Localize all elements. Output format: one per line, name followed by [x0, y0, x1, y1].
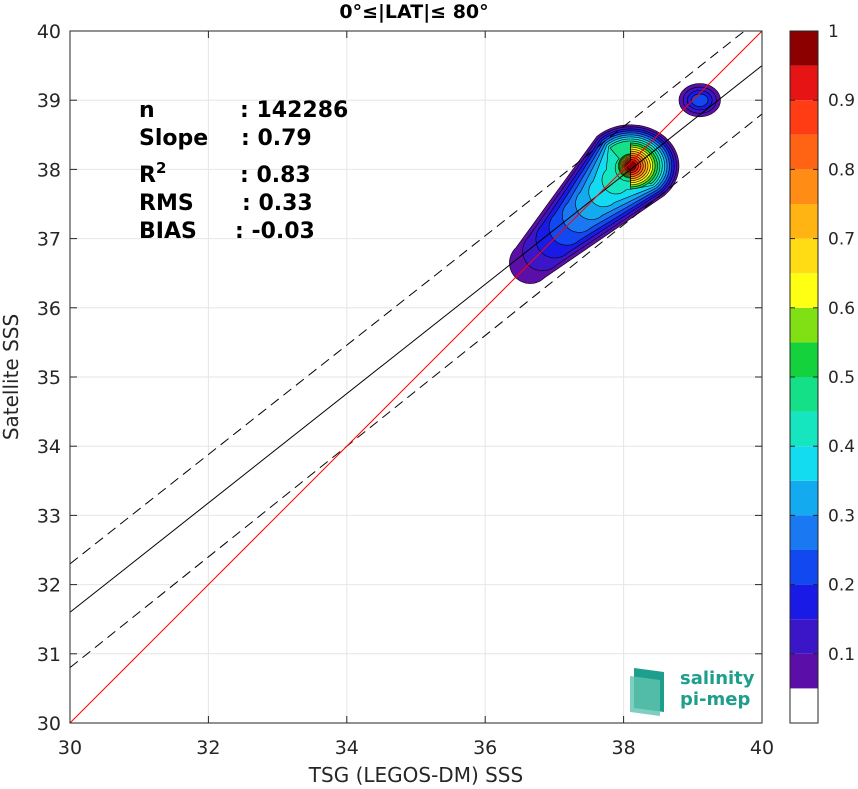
- y-tick-label: 35: [37, 367, 61, 389]
- colorbar-segment: [790, 619, 818, 654]
- y-tick-label: 33: [37, 505, 61, 527]
- colorbar-segment: [790, 688, 818, 723]
- colorbar-segment: [790, 31, 818, 66]
- stat-superscript: 2: [156, 159, 166, 177]
- colorbar-segment: [790, 273, 818, 308]
- stat-label-bias: BIAS: [139, 219, 197, 244]
- stat-value-rms: : 0.33: [242, 191, 313, 216]
- regression-lines: [70, 31, 762, 723]
- chart-title: 0°≤|LAT|≤ 80°: [339, 1, 488, 23]
- y-tick-label: 31: [37, 644, 61, 666]
- stat-label-n: n: [139, 98, 155, 123]
- x-tick-label: 34: [335, 737, 359, 759]
- colorbar-segment: [790, 342, 818, 377]
- fit-line: [70, 65, 762, 613]
- y-tick-label: 34: [37, 436, 61, 458]
- y-tick-label: 37: [37, 229, 61, 251]
- y-tick-label: 30: [37, 713, 61, 735]
- colorbar-segment: [790, 653, 818, 689]
- logo-text-line1: salinity: [680, 668, 755, 689]
- y-tick-label: 39: [37, 90, 61, 112]
- colorbar-tick-label: 1: [828, 22, 839, 42]
- y-tick-label: 36: [37, 298, 61, 320]
- fit-lower-dashed-line: [70, 113, 762, 669]
- plot-area: 30 32 34 36 38 40 30 31 32 33 34 35 36 37 38 39 40: [37, 21, 774, 759]
- colorbar-tick-label: 0.1: [828, 645, 855, 665]
- density-level-secondary: [691, 93, 709, 107]
- stat-value-bias: : -0.03: [235, 219, 315, 244]
- colorbar-segment: [790, 446, 818, 481]
- salinity-pi-mep-logo: salinity pi-mep: [630, 668, 755, 716]
- stat-value-slope: : 0.79: [241, 126, 312, 151]
- x-tick-label: 30: [58, 737, 82, 759]
- stat-label-rms: RMS: [139, 191, 194, 216]
- colorbar-tick-label: 0.9: [828, 91, 855, 111]
- colorbar-segment: [790, 134, 818, 170]
- colorbar-segment: [790, 411, 818, 447]
- logo-text-line2: pi-mep: [680, 689, 750, 710]
- identity-line: [70, 31, 762, 723]
- y-tick-label: 32: [37, 575, 61, 597]
- x-tick-label: 32: [196, 737, 220, 759]
- logo-mark-front: [630, 676, 660, 716]
- y-tick-label: 38: [37, 159, 61, 181]
- colorbar-tick-label: 0.7: [828, 230, 855, 250]
- colorbar-segment: [790, 100, 818, 135]
- y-axis-label: Satellite SSS: [0, 314, 23, 440]
- colorbar-segment: [790, 204, 818, 239]
- fit-upper-dashed-line: [70, 31, 746, 565]
- lines-clipped: [70, 31, 762, 723]
- stat-value-n: : 142286: [240, 98, 348, 123]
- colorbar-segment: [790, 584, 818, 620]
- x-axis-label: TSG (LEGOS-DM) SSS: [308, 763, 523, 787]
- x-tick-label: 36: [473, 737, 497, 759]
- x-tick-label: 40: [750, 737, 774, 759]
- colorbar-segment: [790, 307, 818, 343]
- colorbar-segment: [790, 65, 818, 101]
- colorbar-tick-label: 0.3: [828, 506, 855, 526]
- colorbar-tick-label: 0.8: [828, 160, 855, 180]
- colorbar-tick-label: 0.6: [828, 299, 855, 319]
- stat-value-r: : 0.83: [240, 163, 311, 188]
- x-tick-label: 38: [612, 737, 636, 759]
- y-tick-label: 40: [37, 21, 61, 43]
- stat-label-slope: Slope: [139, 126, 208, 151]
- grid: [69, 30, 763, 724]
- colorbar-tick-label: 0.2: [828, 576, 855, 596]
- colorbar-segment: [790, 377, 818, 412]
- colorbar-segment: [790, 515, 818, 550]
- colorbar-tick-label: 0.4: [828, 437, 855, 457]
- colorbar-tick-label: 0.5: [828, 368, 855, 388]
- colorbar-segment: [790, 169, 818, 204]
- colorbar-segment: [790, 480, 818, 516]
- y-axis-ticks: 30 31 32 33 34 35 36 37 38 39 40: [37, 21, 762, 735]
- colorbar-segment: [790, 238, 818, 274]
- colorbar: 0.1 0.2 0.3 0.4 0.5 0.6 0.7 0.8 0.9 1: [789, 22, 855, 724]
- colorbar-segment: [790, 550, 818, 585]
- x-axis-ticks: 30 32 34 36 38 40: [58, 31, 774, 759]
